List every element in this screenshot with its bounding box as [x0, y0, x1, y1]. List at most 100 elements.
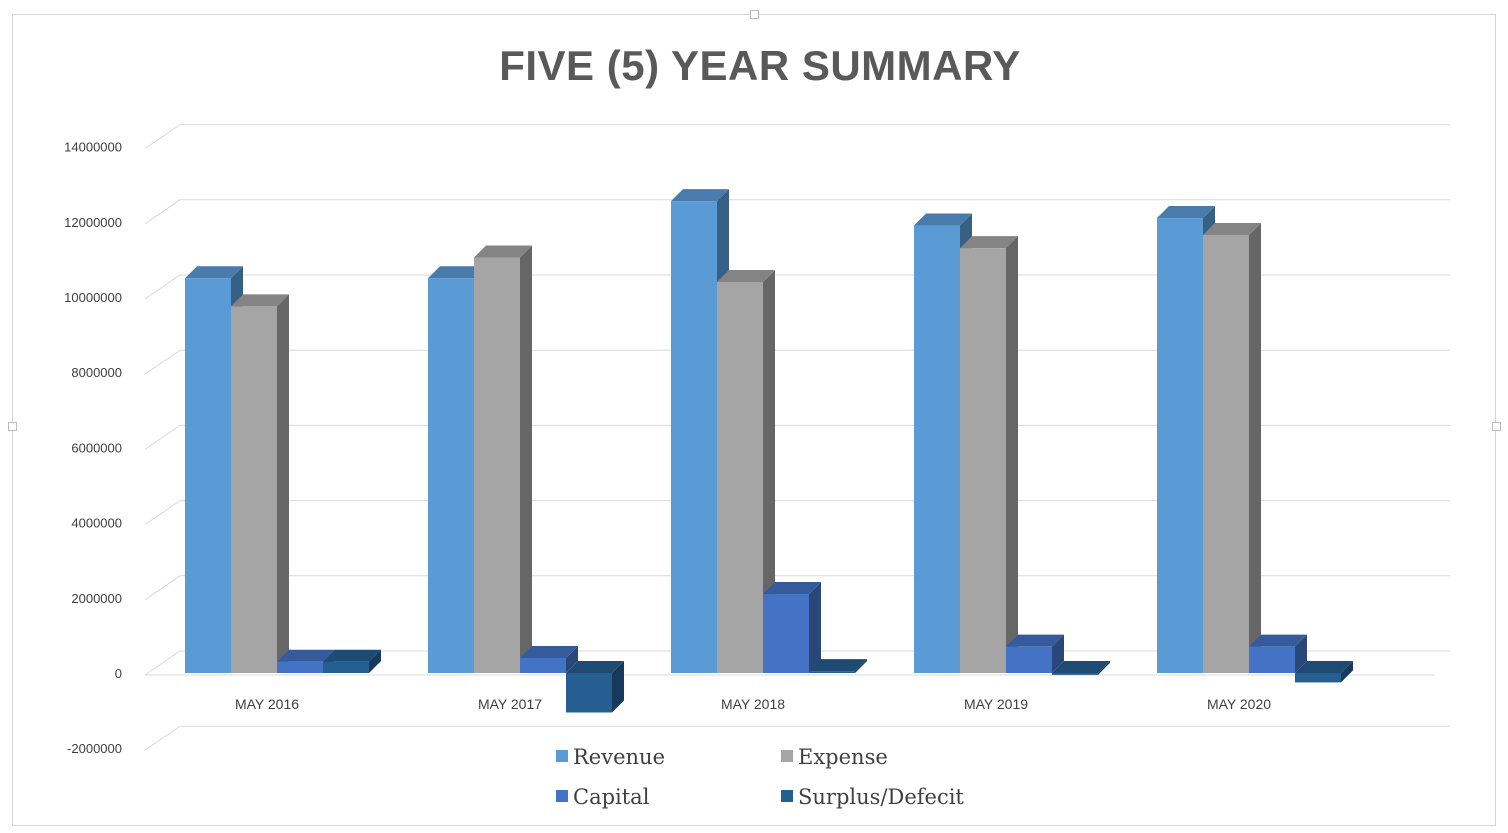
bar-surplus-defecit-5[interactable] — [1295, 661, 1353, 683]
bar-top — [474, 245, 532, 258]
bar-side — [566, 645, 578, 673]
bar-front — [1052, 673, 1098, 675]
bar-side — [855, 659, 867, 673]
bar-front — [671, 201, 717, 673]
y-tick-label: 10000000 — [64, 290, 122, 305]
bar-capital-2[interactable] — [520, 645, 578, 673]
bar-side — [1052, 634, 1064, 673]
bar-surplus-defecit-3[interactable] — [809, 659, 867, 673]
bar-side — [1249, 222, 1261, 673]
bar-front — [763, 594, 809, 673]
resize-handle-left[interactable] — [8, 422, 17, 431]
gridline — [144, 124, 1450, 150]
bar-side — [612, 661, 624, 713]
bar-side — [1295, 634, 1307, 673]
bar-top — [1006, 634, 1064, 647]
legend-swatch — [556, 790, 568, 802]
gridline — [144, 424, 1450, 450]
bar-surplus-defecit-1[interactable] — [323, 649, 381, 673]
bar-capital-4[interactable] — [1006, 634, 1064, 673]
y-tick-label: -2000000 — [67, 741, 122, 756]
bar-expense-4[interactable] — [960, 236, 1018, 673]
legend-item-capital[interactable]: Capital — [556, 785, 650, 809]
x-tick-label: MAY 2017 — [478, 696, 542, 712]
y-tick-label: 6000000 — [71, 440, 122, 455]
bar-front — [914, 225, 960, 673]
bar-top — [323, 649, 381, 662]
legend-swatch — [781, 790, 793, 802]
bar-expense-2[interactable] — [474, 245, 532, 673]
bar-side — [1341, 661, 1353, 683]
bar-top — [277, 649, 335, 662]
legend-label: Surplus/Defecit — [798, 785, 964, 809]
bar-side — [277, 294, 289, 673]
bars — [185, 189, 1353, 713]
bar-surplus-defecit-4[interactable] — [1052, 661, 1110, 675]
bar-side — [369, 649, 381, 673]
resize-handle-right[interactable] — [1492, 422, 1501, 431]
bar-top — [1295, 661, 1353, 673]
bar-side — [763, 269, 775, 673]
resize-handle-top[interactable] — [750, 10, 759, 19]
bar-surplus-defecit-2[interactable] — [566, 661, 624, 713]
bar-front — [277, 661, 323, 673]
gridline — [144, 575, 1450, 601]
bar-top — [1203, 222, 1261, 235]
legend-label: Capital — [573, 785, 650, 809]
gridline — [144, 349, 1450, 375]
legend-item-surplus-defecit[interactable]: Surplus/Defecit — [781, 785, 964, 809]
legend-item-expense[interactable]: Expense — [781, 745, 888, 769]
x-tick-label: MAY 2019 — [964, 696, 1028, 712]
bar-top — [1157, 206, 1215, 219]
legend-swatch — [556, 750, 568, 762]
bar-top — [520, 645, 578, 658]
bar-side — [1006, 236, 1018, 673]
bar-top — [428, 266, 486, 279]
bar-front — [1006, 646, 1052, 673]
bar-front — [428, 278, 474, 673]
legend-label: Expense — [798, 745, 888, 769]
bar-side — [1098, 661, 1110, 675]
bar-top — [671, 189, 729, 202]
bar-front — [960, 248, 1006, 673]
bar-expense-3[interactable] — [717, 269, 775, 673]
gridline — [144, 725, 1450, 751]
gridlines — [144, 124, 1450, 751]
legend-item-revenue[interactable]: Revenue — [556, 745, 665, 769]
gridline — [144, 500, 1450, 526]
x-tick-label: MAY 2018 — [721, 696, 785, 712]
chart-title: FIVE (5) YEAR SUMMARY — [499, 42, 1021, 89]
x-tick-label: MAY 2016 — [235, 696, 299, 712]
bar-expense-1[interactable] — [231, 294, 289, 673]
gridline — [144, 199, 1450, 225]
bar-top — [185, 266, 243, 279]
bar-front — [231, 306, 277, 673]
bar-top — [914, 213, 972, 226]
bar-capital-5[interactable] — [1249, 634, 1307, 673]
y-tick-label: 2000000 — [71, 591, 122, 606]
bar-front — [1249, 646, 1295, 673]
bar-capital-3[interactable] — [763, 582, 821, 673]
bar-front — [566, 673, 612, 713]
bar-front — [1157, 218, 1203, 674]
bar-front — [185, 278, 231, 673]
bar-front — [474, 257, 520, 673]
bar-top — [231, 294, 289, 307]
bar-front — [717, 281, 763, 673]
bar-side — [809, 582, 821, 673]
bar-front — [1295, 673, 1341, 683]
legend-label: Revenue — [573, 745, 665, 769]
y-axis: -2000000 0 2000000 4000000 6000000 8000000 100… — [64, 140, 122, 757]
bar-top — [960, 236, 1018, 249]
y-tick-label: 12000000 — [64, 215, 122, 230]
y-tick-label: 14000000 — [64, 140, 122, 155]
y-tick-label: 0 — [115, 666, 122, 681]
bar-top — [717, 269, 775, 282]
y-tick-label: 4000000 — [71, 516, 122, 531]
bar-top — [809, 659, 867, 672]
gridline — [144, 274, 1450, 300]
bar-top — [1052, 661, 1110, 673]
bar-expense-5[interactable] — [1203, 222, 1261, 673]
bar-front — [1203, 234, 1249, 673]
